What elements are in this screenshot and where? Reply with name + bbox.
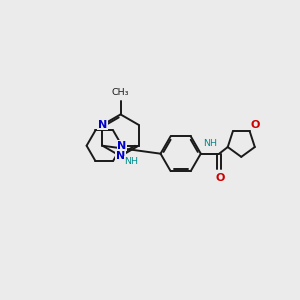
- Text: NH: NH: [203, 139, 217, 148]
- Text: N: N: [117, 141, 127, 151]
- Text: CH₃: CH₃: [112, 88, 129, 97]
- Text: O: O: [216, 172, 225, 183]
- Text: O: O: [251, 120, 260, 130]
- Text: NH: NH: [124, 157, 139, 166]
- Text: N: N: [98, 120, 107, 130]
- Text: N: N: [116, 151, 125, 161]
